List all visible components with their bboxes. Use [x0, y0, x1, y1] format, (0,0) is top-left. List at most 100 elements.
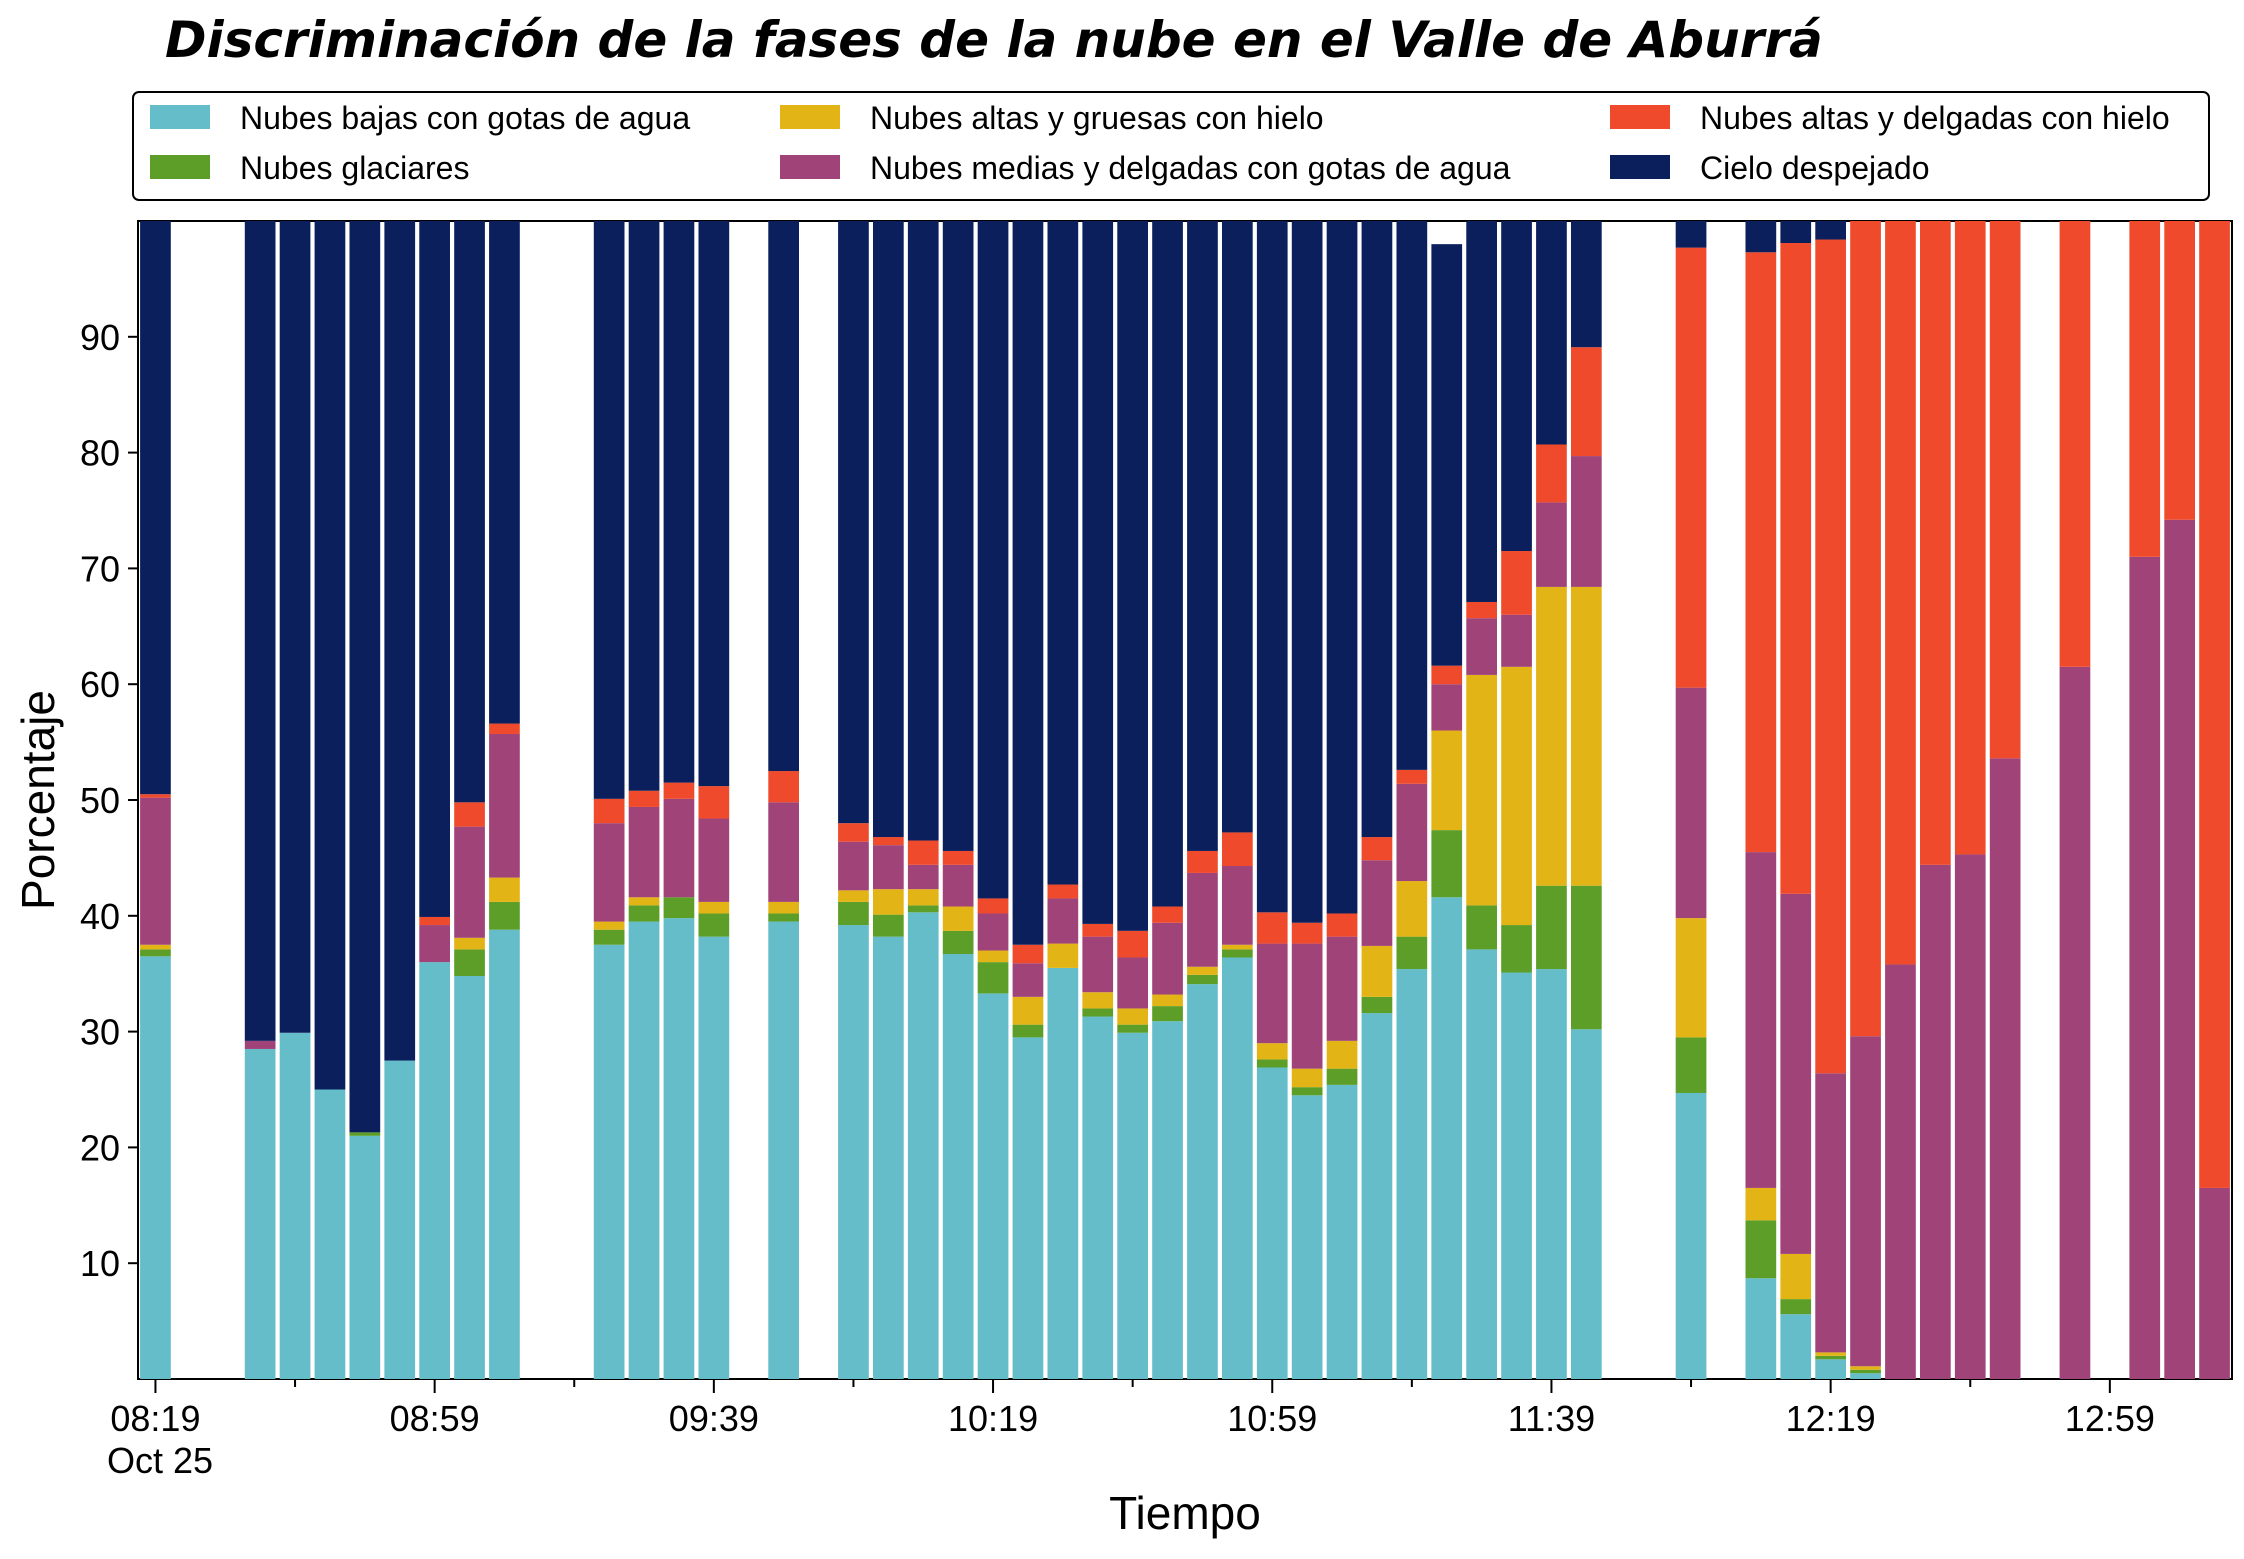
bar-segment-47-2 [1780, 1253, 1812, 1300]
bar-segment-25-2 [1012, 996, 1044, 1025]
x-date-label: Oct 25 [107, 1440, 213, 1481]
bar-segment-30-2 [1187, 966, 1218, 975]
bar-segment-26-4 [1047, 884, 1079, 899]
bar-segment-48-1 [1815, 1355, 1846, 1360]
bar-segment-44-3 [1675, 687, 1707, 919]
bar-segment-25-1 [1012, 1024, 1044, 1038]
bar-segment-24-0 [977, 993, 1009, 1379]
bar-segment-3-3 [244, 1040, 276, 1049]
bar-segment-25-0 [1012, 1037, 1044, 1379]
bar-segment-23-4 [942, 850, 974, 865]
bar-segment-6-0 [349, 1135, 381, 1379]
x-tick-label: 10:59 [1227, 1398, 1317, 1439]
bar-segment-33-4 [1291, 922, 1323, 944]
bar-segment-18-4 [768, 771, 799, 803]
bar-segment-35-4 [1361, 837, 1393, 861]
bar-segment-18-3 [768, 802, 799, 902]
bar-segment-35-0 [1361, 1013, 1393, 1379]
legend-swatch-3 [780, 155, 840, 179]
bar-segment-8-3 [419, 925, 450, 963]
bar-segment-57-4 [2129, 221, 2161, 557]
bar-segment-13-0 [593, 944, 625, 1379]
bar-segment-14-2 [628, 897, 660, 906]
bar-segment-46-4 [1745, 252, 1777, 853]
bar-segment-22-2 [907, 889, 939, 906]
bar-segment-4-0 [279, 1032, 311, 1379]
chart-title: Discriminación de la fases de la nube en… [165, 11, 1823, 69]
bars-layer [140, 221, 2230, 1379]
bar-segment-22-0 [907, 912, 939, 1379]
bar-segment-35-2 [1361, 945, 1393, 997]
bar-segment-32-0 [1256, 1067, 1288, 1379]
bar-segment-8-5 [419, 221, 450, 917]
bar-segment-15-1 [663, 897, 695, 919]
bar-segment-39-5 [1501, 221, 1532, 552]
bar-segment-10-3 [489, 733, 520, 878]
bar-segment-27-4 [1082, 923, 1114, 937]
bar-segment-20-3 [838, 841, 869, 891]
bar-segment-29-2 [1152, 994, 1183, 1007]
bar-segment-32-3 [1256, 943, 1288, 1044]
bar-segment-29-1 [1152, 1006, 1183, 1022]
bar-segment-53-3 [1989, 758, 2021, 1379]
bar-segment-13-2 [593, 921, 625, 930]
x-tick-label: 09:39 [669, 1398, 759, 1439]
bar-segment-24-3 [977, 913, 1009, 951]
bar-segment-59-4 [2199, 221, 2230, 1188]
bar-segment-22-1 [907, 905, 939, 913]
bar-segment-9-3 [454, 826, 485, 938]
bar-segment-40-5 [1536, 221, 1567, 445]
x-tick-label: 12:59 [2065, 1398, 2155, 1439]
bar-segment-39-4 [1501, 551, 1532, 615]
bar-segment-4-5 [279, 221, 311, 1033]
bar-segment-28-2 [1117, 1008, 1148, 1025]
bar-segment-26-3 [1047, 898, 1079, 944]
legend-swatch-4 [1610, 105, 1670, 129]
bar-segment-38-3 [1466, 618, 1497, 675]
bar-segment-13-1 [593, 929, 625, 945]
bar-segment-13-4 [593, 798, 625, 824]
x-tick-label: 11:39 [1508, 1398, 1595, 1439]
bar-segment-28-3 [1117, 957, 1148, 1009]
bar-segment-33-3 [1291, 943, 1323, 1069]
bar-segment-46-3 [1745, 852, 1777, 1188]
bar-segment-30-3 [1187, 872, 1218, 967]
bar-segment-18-5 [768, 221, 799, 772]
bar-segment-28-4 [1117, 930, 1148, 958]
bar-segment-30-5 [1187, 221, 1218, 851]
bar-segment-46-2 [1745, 1187, 1777, 1221]
bar-segment-20-5 [838, 221, 869, 824]
bar-segment-29-0 [1152, 1021, 1183, 1379]
bar-segment-37-2 [1431, 730, 1463, 831]
bar-segment-44-1 [1675, 1037, 1707, 1093]
bar-segment-0-2 [140, 944, 171, 950]
bar-segment-40-4 [1536, 444, 1567, 503]
bar-segment-27-5 [1082, 221, 1114, 924]
bar-segment-49-0 [1850, 1373, 1881, 1379]
bar-segment-25-3 [1012, 963, 1044, 997]
bar-segment-36-0 [1396, 969, 1428, 1379]
legend-swatch-2 [780, 105, 840, 129]
bar-segment-34-1 [1326, 1068, 1358, 1085]
bar-segment-13-5 [593, 221, 625, 799]
bar-segment-24-4 [977, 898, 1009, 914]
bar-segment-13-3 [593, 823, 625, 922]
bar-segment-0-5 [140, 221, 171, 795]
bar-segment-41-4 [1570, 347, 1602, 457]
bar-segment-32-2 [1256, 1043, 1288, 1060]
bar-segment-24-2 [977, 950, 1009, 963]
bar-segment-48-3 [1815, 1073, 1846, 1353]
bar-segment-57-3 [2129, 556, 2161, 1379]
bar-segment-28-0 [1117, 1032, 1148, 1379]
bar-segment-52-4 [1954, 221, 1986, 855]
bar-segment-3-0 [244, 1048, 276, 1379]
bar-segment-38-2 [1466, 674, 1497, 906]
legend-label-4: Nubes altas y delgadas con hielo [1700, 100, 2170, 136]
bar-segment-38-0 [1466, 949, 1497, 1379]
bar-segment-10-4 [489, 723, 520, 734]
bar-segment-25-4 [1012, 944, 1044, 964]
bar-segment-5-0 [314, 1089, 346, 1379]
bar-segment-16-4 [698, 786, 730, 819]
bar-segment-15-3 [663, 798, 695, 898]
bar-segment-58-3 [2164, 519, 2195, 1379]
